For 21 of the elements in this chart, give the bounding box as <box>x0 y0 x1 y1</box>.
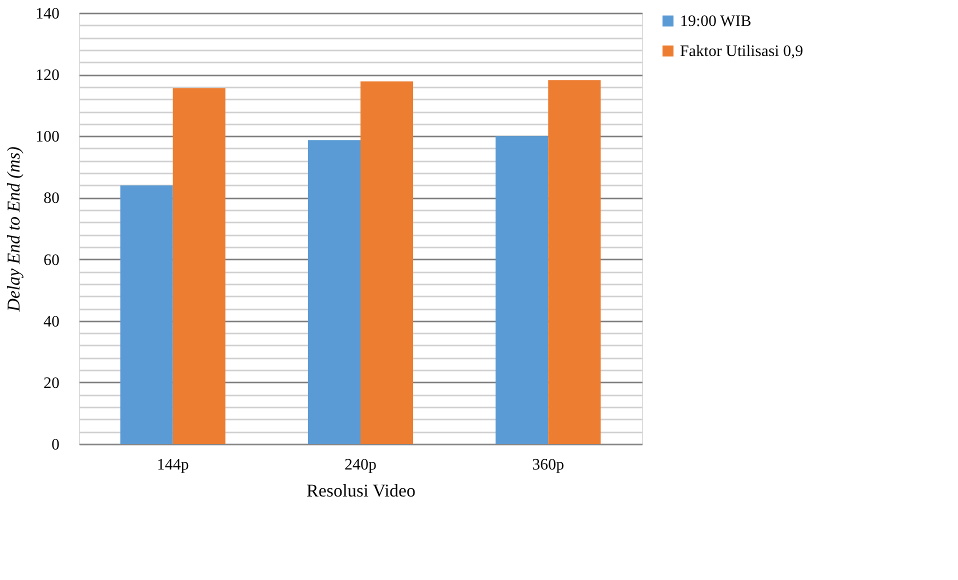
x-tick-label: 240p <box>344 456 376 474</box>
y-tick-label: 100 <box>36 128 60 146</box>
bar <box>548 80 601 444</box>
legend-label: 19:00 WIB <box>680 13 752 30</box>
y-tick-label: 140 <box>36 6 60 22</box>
y-tick-label: 0 <box>52 436 60 454</box>
x-axis-title: Resolusi Video <box>306 480 416 500</box>
y-axis-title: Delay End to End (ms) <box>4 146 24 312</box>
bar <box>308 140 360 444</box>
bar <box>172 88 226 444</box>
x-tick-label: 360p <box>532 456 564 474</box>
bar <box>496 136 548 444</box>
y-tick-label: 40 <box>44 313 60 330</box>
legend-label: Faktor Utilisasi 0,9 <box>680 43 804 60</box>
y-tick-label: 60 <box>44 252 60 269</box>
y-tick-label: 20 <box>44 374 60 392</box>
bar <box>360 81 414 444</box>
y-tick-label: 80 <box>44 190 60 208</box>
y-tick-label: 120 <box>36 67 60 84</box>
x-tick-label: 144p <box>156 456 189 474</box>
bar <box>120 185 173 444</box>
